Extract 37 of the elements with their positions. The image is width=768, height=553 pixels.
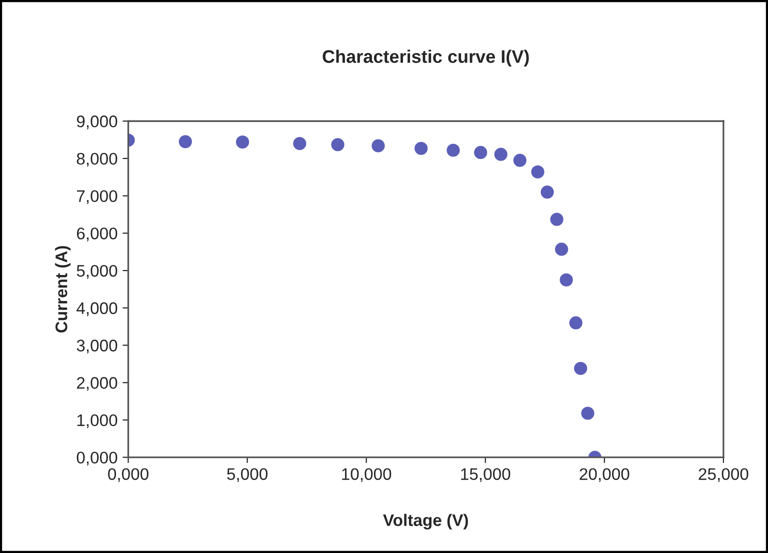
point xyxy=(574,362,588,375)
y-tick-label: 0,000 xyxy=(76,452,118,466)
x-tick-label: 0,000 xyxy=(108,468,148,482)
x-axis-title: Voltage (V) xyxy=(383,514,468,530)
x-tick-label: 10,000 xyxy=(342,468,392,482)
x-tick-label: 5,000 xyxy=(227,468,268,482)
x-tick-label: 15,000 xyxy=(461,468,510,482)
y-tick-label: 8,000 xyxy=(76,152,118,167)
point xyxy=(236,135,250,149)
y-tick-label: 2,000 xyxy=(76,377,118,391)
y-tick-label: 6,000 xyxy=(76,228,118,242)
point xyxy=(474,146,488,160)
point xyxy=(531,165,544,178)
x-tick-label: 25,000 xyxy=(698,468,748,482)
point xyxy=(331,138,344,152)
point xyxy=(560,273,573,286)
y-tick-label: 3,000 xyxy=(76,340,118,354)
x-tick-label: 20,000 xyxy=(580,468,630,482)
y-tick-label: 5,000 xyxy=(76,264,118,279)
y-tick-label: 7,000 xyxy=(76,190,118,204)
point xyxy=(414,142,428,155)
point xyxy=(569,316,582,330)
point xyxy=(372,139,385,152)
point xyxy=(178,135,192,148)
point xyxy=(494,148,508,161)
chart-title: Characteristic curve I(V) xyxy=(322,50,529,67)
y-axis-title: Current (A) xyxy=(55,246,71,333)
y-tick-label: 9,000 xyxy=(76,116,118,130)
y-tick-label: 1,000 xyxy=(77,414,118,428)
point xyxy=(581,406,594,420)
point xyxy=(293,136,306,150)
point xyxy=(555,242,568,256)
point xyxy=(446,144,460,157)
point xyxy=(540,186,554,199)
point xyxy=(513,154,526,167)
y-tick-label: 4,000 xyxy=(76,302,118,316)
point xyxy=(550,212,564,226)
